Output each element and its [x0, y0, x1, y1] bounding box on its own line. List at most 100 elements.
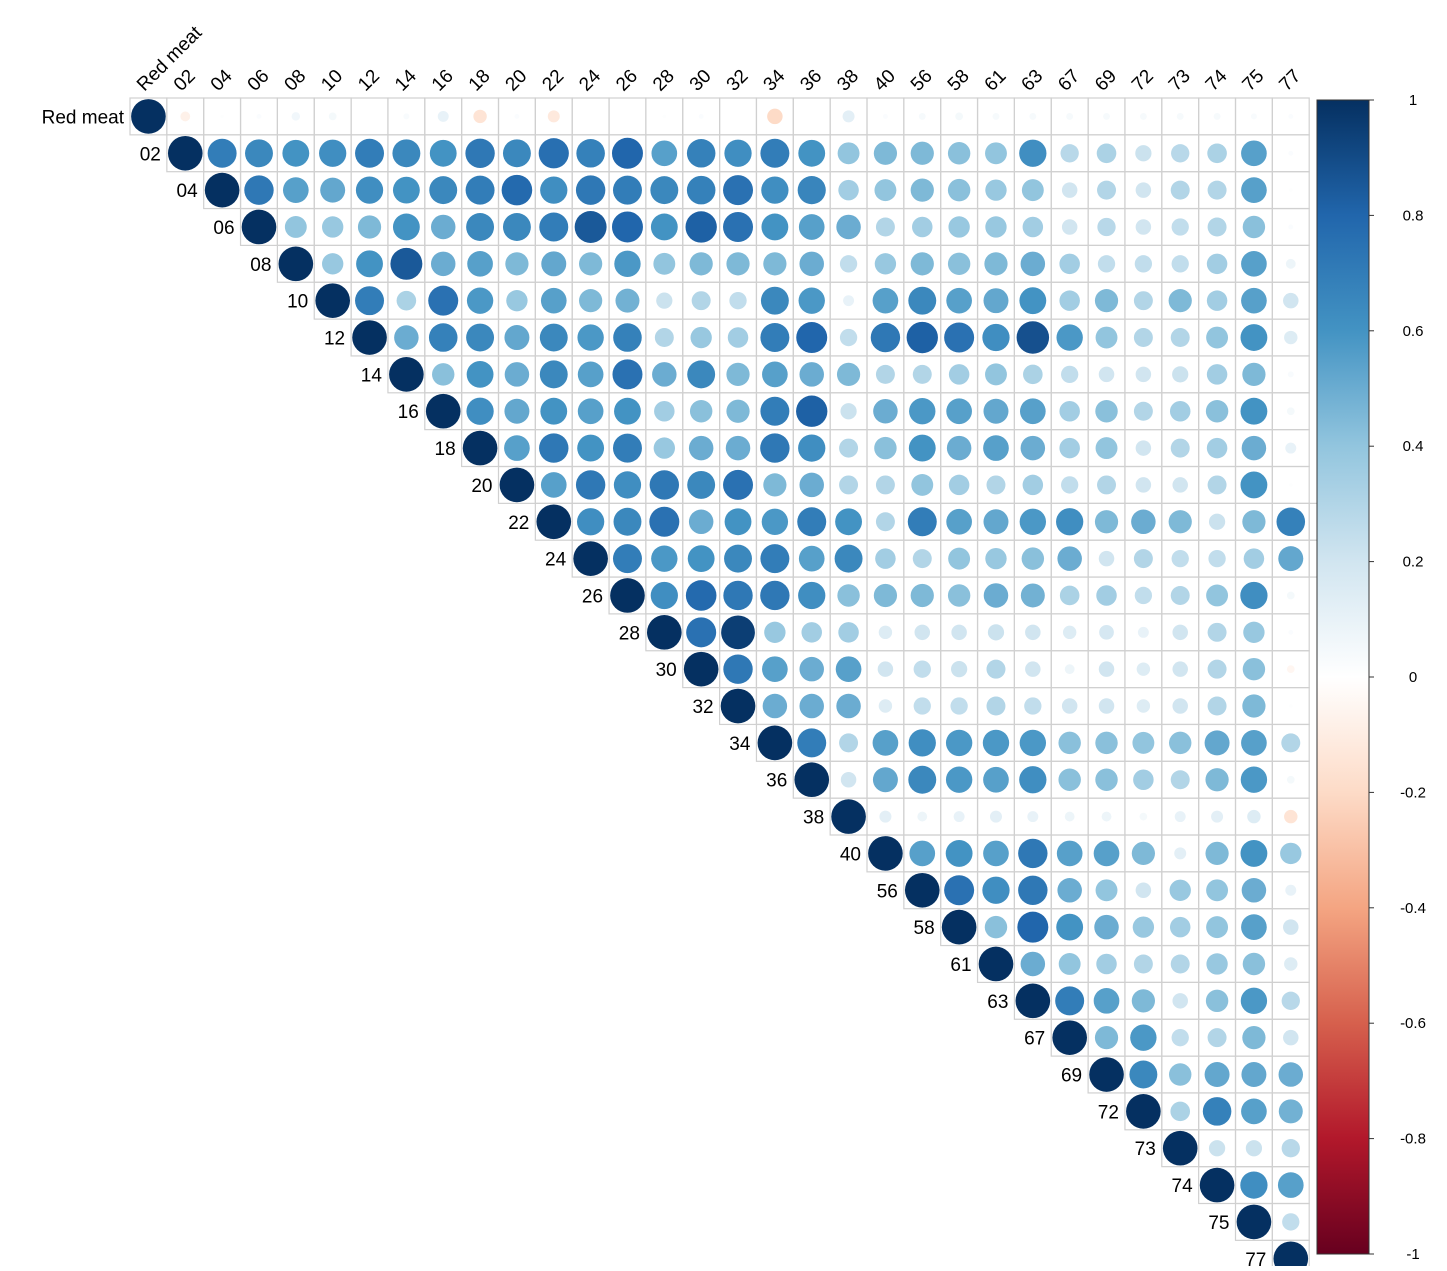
correlation-circle — [282, 139, 310, 167]
correlation-circle — [908, 286, 937, 315]
correlation-circle — [1285, 884, 1297, 896]
correlation-circle — [244, 175, 274, 205]
correlation-circle — [760, 544, 790, 574]
correlation-circle — [579, 289, 603, 313]
correlation-circle — [726, 362, 750, 386]
correlation-circle — [836, 362, 861, 386]
correlation-circle — [1207, 622, 1227, 642]
correlation-circle — [1022, 216, 1044, 238]
correlation-circle — [540, 287, 567, 314]
correlation-circle — [1241, 140, 1267, 167]
correlation-circle — [204, 172, 240, 208]
correlation-circle — [723, 469, 754, 500]
correlation-circle — [1242, 1026, 1266, 1050]
correlation-circle — [650, 581, 678, 610]
correlation-circle — [1059, 437, 1080, 459]
correlation-circle — [726, 252, 750, 276]
correlation-circle — [651, 140, 678, 167]
correlation-circle — [1097, 255, 1116, 273]
correlation-circle — [649, 506, 680, 537]
column-label: 16 — [428, 66, 458, 96]
correlation-circle — [1240, 581, 1268, 610]
correlation-circle — [466, 287, 494, 314]
row-label: 36 — [766, 771, 787, 792]
correlation-circle — [689, 252, 713, 276]
correlation-circle — [992, 112, 1000, 120]
correlation-circle — [875, 548, 896, 569]
correlation-circle — [1284, 330, 1298, 345]
correlation-circle — [1283, 1029, 1299, 1046]
correlation-circle — [984, 252, 1008, 276]
correlation-circle — [1213, 112, 1221, 120]
correlation-circle — [1171, 1029, 1189, 1047]
correlation-circle — [796, 395, 828, 427]
correlation-circle — [647, 615, 682, 650]
correlation-circle — [868, 836, 903, 871]
correlation-circle — [842, 110, 855, 123]
correlation-circle — [394, 325, 419, 350]
correlation-circle — [914, 624, 931, 641]
correlation-circle — [1171, 549, 1189, 568]
correlation-circle — [1207, 1028, 1227, 1048]
correlation-circle — [650, 176, 679, 205]
correlation-circle — [1250, 113, 1257, 120]
correlation-circle — [945, 766, 973, 793]
correlation-circle — [1020, 435, 1046, 461]
correlation-circle — [1283, 919, 1299, 935]
row-label: 56 — [877, 881, 898, 902]
correlation-circle — [836, 214, 861, 240]
correlation-circle — [654, 400, 675, 422]
correlation-circle — [256, 113, 262, 119]
correlation-circle — [912, 364, 932, 384]
correlation-circle — [392, 176, 420, 204]
row-label: 63 — [987, 992, 1008, 1013]
correlation-circle — [1242, 510, 1266, 534]
correlation-circle — [1133, 769, 1154, 790]
correlation-circle — [798, 434, 826, 462]
correlation-circle — [944, 322, 975, 353]
correlation-circle — [1135, 145, 1152, 162]
correlation-circle — [1133, 291, 1153, 311]
correlation-circle — [1204, 1062, 1230, 1088]
correlation-circle — [539, 212, 569, 242]
correlation-circle — [688, 435, 714, 461]
correlation-circle — [946, 287, 972, 314]
correlation-circle — [1205, 841, 1229, 866]
correlation-circle — [650, 213, 678, 241]
correlation-circle — [689, 400, 713, 423]
correlation-circle — [538, 138, 569, 169]
correlation-circle — [396, 290, 417, 311]
correlation-circle — [1288, 113, 1294, 119]
correlation-circle — [1133, 401, 1153, 421]
correlation-circle — [1089, 1057, 1124, 1092]
column-label: 63 — [1018, 66, 1048, 96]
correlation-circle — [761, 508, 789, 535]
correlation-circle — [612, 544, 642, 574]
correlation-circle — [1095, 879, 1118, 902]
correlation-circle — [514, 113, 520, 119]
correlation-circle — [727, 327, 749, 348]
correlation-circle — [799, 656, 824, 682]
correlation-circle — [1059, 290, 1080, 311]
correlation-circle — [1285, 258, 1296, 269]
column-label: 06 — [244, 66, 274, 96]
correlation-circle — [1172, 993, 1188, 1009]
correlation-circle — [1208, 513, 1226, 530]
correlation-circle — [576, 508, 605, 536]
correlation-circle — [612, 433, 642, 463]
column-label: 40 — [870, 66, 900, 96]
correlation-circle — [685, 580, 717, 611]
correlation-circle — [837, 584, 860, 607]
correlation-circle — [1094, 289, 1119, 313]
row-label: 20 — [471, 476, 492, 497]
correlation-circle — [1281, 1139, 1300, 1158]
correlation-circle — [1162, 1130, 1198, 1166]
correlation-circle — [1206, 253, 1228, 275]
correlation-circle — [1241, 250, 1267, 277]
correlation-circle — [1207, 475, 1227, 495]
correlation-circle — [467, 250, 493, 277]
correlation-circle — [1241, 730, 1267, 756]
correlation-circle — [1240, 840, 1268, 867]
row-label: 75 — [1208, 1213, 1229, 1234]
